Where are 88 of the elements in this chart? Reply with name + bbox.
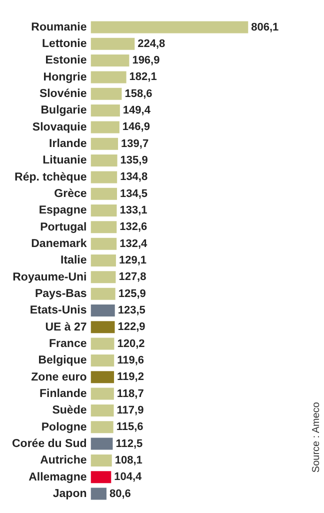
bar bbox=[90, 271, 116, 284]
y-tick-label: Finlande bbox=[39, 388, 87, 400]
data-label: 117,9 bbox=[116, 404, 144, 416]
data-label: 115,6 bbox=[116, 421, 144, 434]
data-label: 132,4 bbox=[120, 238, 148, 250]
data-label: 158,6 bbox=[124, 88, 152, 100]
bar bbox=[90, 354, 114, 366]
data-label: 133,1 bbox=[120, 204, 148, 217]
data-label: 806,1 bbox=[251, 21, 279, 34]
data-label: 122,9 bbox=[118, 321, 146, 334]
y-tick-label: Royaume-Uni bbox=[12, 271, 87, 284]
y-tick-label: Slovaquie bbox=[32, 121, 87, 134]
data-label: 119,6 bbox=[117, 354, 144, 367]
data-label: 146,9 bbox=[122, 121, 150, 134]
y-tick-label: Irlande bbox=[49, 138, 87, 150]
data-label: 196,9 bbox=[132, 54, 160, 67]
data-label: 104,4 bbox=[114, 471, 143, 484]
bar bbox=[90, 254, 116, 266]
y-tick-label: Autriche bbox=[40, 454, 87, 467]
data-label: 118,7 bbox=[116, 388, 144, 400]
bar bbox=[90, 121, 120, 134]
bar bbox=[90, 238, 117, 250]
data-label: 80,6 bbox=[109, 488, 131, 500]
y-tick-label: Hongrie bbox=[43, 71, 87, 84]
data-label: 149,4 bbox=[122, 104, 152, 117]
y-tick-label: Slovénie bbox=[39, 88, 87, 100]
bar bbox=[90, 454, 112, 466]
y-tick-label: Espagne bbox=[38, 204, 87, 217]
y-tick-label: Portugal bbox=[40, 221, 87, 234]
y-tick-label: Pologne bbox=[41, 421, 87, 434]
y-tick-label: Estonie bbox=[45, 54, 87, 67]
bar bbox=[90, 38, 135, 50]
data-label: 139,7 bbox=[121, 138, 149, 150]
data-label: 132,6 bbox=[120, 221, 148, 234]
y-tick-label: France bbox=[49, 338, 87, 350]
bar bbox=[90, 304, 115, 316]
bar bbox=[90, 438, 113, 450]
y-tick-label: Danemark bbox=[31, 238, 88, 250]
bar bbox=[90, 388, 114, 400]
data-label: 120,2 bbox=[117, 338, 145, 350]
y-tick-label: Japon bbox=[52, 488, 87, 500]
bar bbox=[90, 188, 118, 200]
bar bbox=[90, 371, 114, 384]
data-label: 182,1 bbox=[129, 71, 157, 84]
data-label: 224,8 bbox=[138, 38, 166, 50]
y-tick-label: Lituanie bbox=[42, 154, 87, 167]
y-tick-label: Lettonie bbox=[42, 38, 87, 50]
bar bbox=[90, 88, 122, 100]
y-tick-label: Roumanie bbox=[31, 21, 87, 34]
data-label: 135,9 bbox=[120, 154, 148, 167]
data-label: 134,5 bbox=[120, 188, 148, 200]
y-tick-label: Allemagne bbox=[28, 471, 87, 484]
bar bbox=[90, 154, 118, 167]
y-tick-label: Italie bbox=[60, 254, 87, 267]
data-label: 119,2 bbox=[117, 371, 144, 384]
bar bbox=[90, 471, 112, 484]
data-label: 129,1 bbox=[118, 254, 146, 267]
bar bbox=[90, 21, 248, 34]
data-label: 112,5 bbox=[116, 438, 143, 450]
y-tick-label: Grèce bbox=[54, 188, 87, 200]
source-note: Source : Ameco bbox=[311, 402, 322, 473]
bar bbox=[90, 171, 118, 184]
data-label: 123,5 bbox=[118, 304, 146, 317]
y-tick-label: Bulgarie bbox=[40, 104, 87, 117]
bar bbox=[90, 138, 118, 150]
bar bbox=[90, 321, 115, 334]
bar bbox=[90, 488, 106, 500]
y-tick-label: Suède bbox=[52, 404, 87, 417]
bar bbox=[90, 338, 114, 350]
bar bbox=[90, 221, 117, 234]
y-tick-label: Pays-Bas bbox=[34, 288, 87, 300]
bar bbox=[90, 404, 114, 416]
y-tick-label: UE à 27 bbox=[45, 321, 87, 334]
y-tick-label: Belgique bbox=[38, 354, 87, 367]
bar bbox=[90, 71, 126, 84]
bar bbox=[90, 421, 114, 434]
data-label: 134,8 bbox=[120, 171, 148, 184]
data-label: 127,8 bbox=[118, 271, 146, 284]
data-label: 125,9 bbox=[118, 288, 146, 300]
bar bbox=[90, 104, 120, 117]
bar bbox=[90, 54, 130, 67]
bar bbox=[90, 288, 116, 300]
y-tick-label: Etats-Unis bbox=[30, 304, 87, 317]
y-tick-label: Rép. tchèque bbox=[14, 171, 87, 184]
bar bbox=[90, 204, 117, 217]
y-tick-label: Zone euro bbox=[31, 371, 87, 384]
y-tick-label: Corée du Sud bbox=[12, 438, 87, 450]
data-label: 108,1 bbox=[114, 454, 142, 466]
